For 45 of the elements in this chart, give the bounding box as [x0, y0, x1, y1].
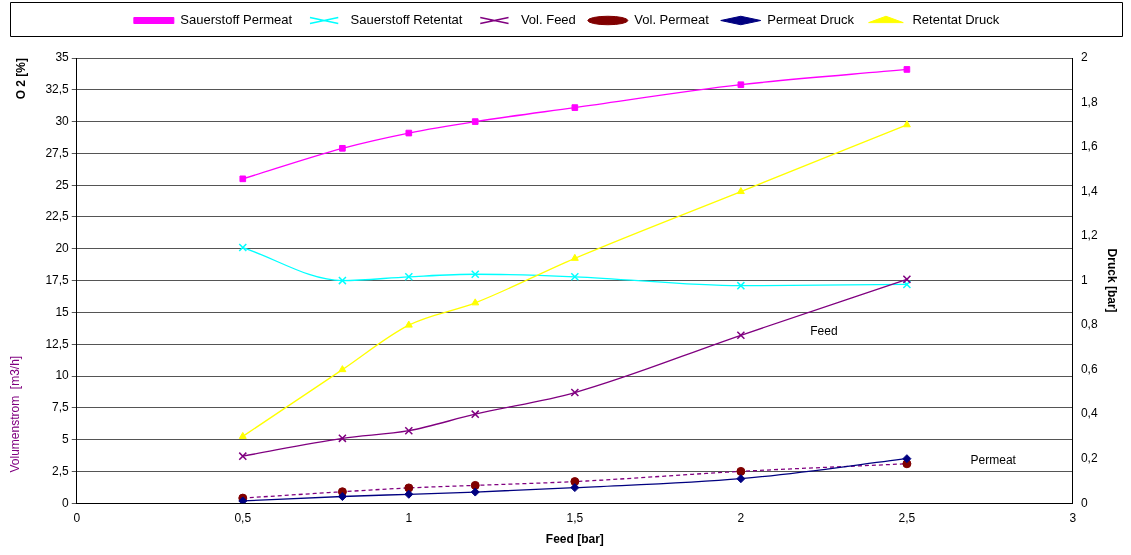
annotation: Feed	[810, 324, 838, 339]
y2-tick-label: 1,8	[1080, 94, 1098, 109]
y-tick-label: 30	[55, 113, 70, 128]
y2-tick-label: 1,4	[1080, 183, 1098, 198]
legend-label: Sauerstoff Retentat	[350, 12, 463, 28]
x-tick-label: 2,5	[898, 510, 916, 525]
y2-axis-title: Druck [bar]	[1105, 248, 1120, 313]
legend-label: Permeat Druck	[767, 12, 855, 28]
y-axis-title: O 2 [%]	[13, 58, 28, 100]
x-tick-label: 0,5	[234, 510, 252, 525]
y2-tick-label: 0,6	[1080, 361, 1098, 376]
y-tick-label: 15	[55, 304, 70, 319]
annotation: Permeat	[970, 453, 1017, 468]
x-tick-label: 2	[737, 510, 745, 525]
y2-tick-label: 0,4	[1080, 406, 1098, 421]
legend-label: Vol. Feed	[520, 12, 576, 28]
y2-tick-label: 0	[1080, 495, 1088, 510]
x-axis-title: Feed [bar]	[545, 532, 604, 547]
y-tick-label: 25	[55, 177, 70, 192]
x-tick-label: 0	[73, 510, 81, 525]
y-tick-label: 22,5	[45, 209, 70, 224]
y-tick-label: 0	[62, 495, 70, 510]
text: Volumenstrom [m3/h]	[8, 355, 23, 473]
y2-tick-label: 2	[1080, 50, 1088, 65]
y-tick-label: 2,5	[52, 463, 70, 478]
y-tick-label: 5	[62, 431, 70, 446]
y-tick-label: 12,5	[45, 336, 70, 351]
y2-tick-label: 1,6	[1080, 139, 1098, 154]
y2-tick-label: 1	[1080, 272, 1088, 287]
x-tick-label: 3	[1069, 510, 1077, 525]
y-tick-label: 35	[55, 50, 70, 65]
y-tick-label: 27,5	[45, 145, 70, 160]
y2-tick-label: 1,2	[1080, 228, 1098, 243]
legend-label: Vol. Permeat	[634, 12, 710, 28]
y-tick-label: 32,5	[45, 82, 70, 97]
x-tick-label: 1	[405, 510, 413, 525]
y-tick-label: 7,5	[52, 400, 70, 415]
legend-label: Sauerstoff Permeat	[180, 12, 293, 28]
y-tick-label: 10	[55, 368, 70, 383]
y2-tick-label: 0,2	[1080, 450, 1098, 465]
x-tick-label: 1,5	[566, 510, 584, 525]
y-tick-label: 17,5	[45, 272, 70, 287]
y-tick-label: 20	[55, 241, 70, 256]
y2-tick-label: 0,8	[1080, 317, 1098, 332]
legend-label: Retentat Druck	[912, 12, 1000, 28]
